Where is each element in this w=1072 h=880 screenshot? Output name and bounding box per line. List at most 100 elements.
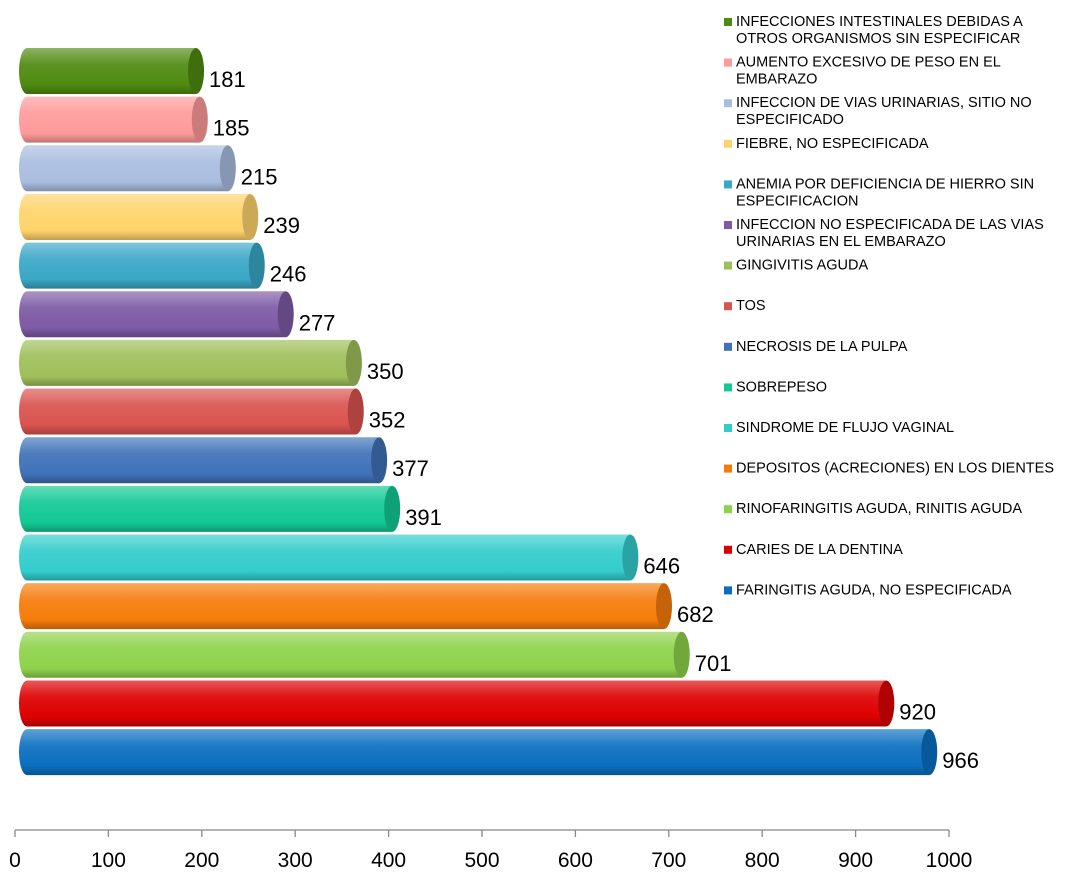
legend-swatch (724, 383, 732, 392)
bar (19, 193, 251, 240)
data-label: 682 (677, 602, 714, 627)
bar-group (19, 437, 388, 484)
legend-item: NECROSIS DE LA PULPA (724, 339, 908, 355)
legend-swatch (724, 464, 732, 473)
data-label: 920 (899, 699, 936, 724)
x-tick-label: 1000 (926, 849, 973, 872)
bar-end-cap (384, 485, 401, 532)
bar-group (19, 680, 895, 727)
legend-item: INFECCIONES INTESTINALES DEBIDAS A OTROS … (724, 14, 1023, 47)
legend-item: SOBREPESO (724, 379, 827, 395)
legend-label: SOBREPESO (736, 379, 827, 395)
data-label: 215 (241, 164, 278, 189)
bar-group (19, 534, 639, 581)
bar (19, 388, 356, 435)
bar (19, 145, 228, 192)
bar-group (19, 583, 672, 630)
legend-label: FIEBRE, NO ESPECIFICADA (736, 136, 929, 152)
legend-item: FARINGITIS AGUDA, NO ESPECIFICADA (724, 582, 1012, 598)
bar (19, 534, 631, 581)
bar-end-cap (277, 291, 294, 338)
data-label: 966 (942, 748, 979, 773)
x-tick-label: 300 (278, 849, 313, 872)
bar-end-cap (878, 680, 895, 727)
legend-item: AUMENTO EXCESIVO DE PESO EN EL EMBARAZO (724, 55, 1001, 88)
bar-end-cap (188, 48, 205, 94)
bar (19, 437, 380, 484)
legend-swatch (724, 261, 732, 270)
bar-end-cap (673, 631, 690, 678)
legend-item: TOS (724, 298, 766, 314)
bar-end-cap (242, 193, 259, 240)
data-label: 391 (405, 505, 442, 530)
legend-label: ANEMIA POR DEFICIENCIA DE HIERRO SIN ESPE… (736, 176, 1034, 209)
legend-swatch (724, 342, 732, 351)
x-tick-label: 100 (91, 849, 126, 872)
legend-item: FIEBRE, NO ESPECIFICADA (724, 136, 929, 152)
bar-end-cap (191, 96, 208, 143)
legend-swatch (724, 18, 732, 26)
x-axis: 0 100 200 300 400 500 600 700 800 900 1000 (9, 829, 973, 872)
x-tick-label: 200 (184, 849, 219, 872)
bar-group (19, 96, 208, 143)
data-label: 246 (270, 262, 307, 287)
data-label: 350 (367, 359, 404, 384)
legend-swatch (724, 424, 732, 432)
legend-swatch (724, 221, 732, 229)
data-label: 701 (695, 651, 732, 676)
bar-group (19, 631, 690, 678)
legend-item: CARIES DE LA DENTINA (724, 542, 903, 558)
bar (19, 729, 930, 776)
data-label: 239 (263, 213, 300, 238)
legend-swatch (724, 58, 732, 67)
legend-item: RINOFARINGITIS AGUDA, RINITIS AGUDA (724, 501, 1022, 517)
legend-item: DEPOSITOS (ACRECIONES) EN LOS DIENTES (724, 461, 1054, 477)
bar-group (19, 339, 362, 386)
legend-item: ANEMIA POR DEFICIENCIA DE HIERRO SIN ESPE… (724, 176, 1034, 209)
legend: INFECCIONES INTESTINALES DEBIDAS A OTROS … (724, 14, 1054, 598)
legend-label: INFECCION NO ESPECIFICADA DE LAS VIAS URI… (736, 217, 1044, 250)
data-label: 185 (213, 116, 250, 141)
data-labels-layer: 181 185 215 239 246 277 350 352 377 391 646 682 701 9… (209, 67, 979, 773)
bar-group (19, 145, 236, 192)
x-tick-label: 400 (371, 849, 406, 872)
bar-group (19, 48, 205, 94)
legend-label: NECROSIS DE LA PULPA (736, 339, 908, 355)
legend-label: INFECCION DE VIAS URINARIAS, SITIO NO ESP… (736, 95, 1032, 128)
x-tick-label: 0 (9, 849, 21, 872)
legend-label: AUMENTO EXCESIVO DE PESO EN EL EMBARAZO (736, 55, 1001, 88)
legend-item: INFECCION NO ESPECIFICADA DE LAS VIAS URI… (724, 217, 1044, 250)
bar-group (19, 193, 259, 240)
bar-end-cap (921, 729, 938, 776)
bar (19, 680, 887, 727)
bar (19, 339, 354, 386)
x-tick-label: 700 (651, 849, 686, 872)
legend-swatch (724, 302, 732, 311)
legend-label: INFECCIONES INTESTINALES DEBIDAS A OTROS … (736, 14, 1023, 47)
bar-end-cap (347, 388, 364, 435)
legend-swatch (724, 139, 732, 148)
bar-group (19, 242, 265, 289)
legend-swatch (724, 586, 732, 595)
bar (19, 96, 200, 143)
bar (19, 48, 197, 94)
bar-group (19, 388, 364, 435)
bar (19, 242, 257, 289)
x-tick-label: 600 (558, 849, 593, 872)
legend-label: SINDROME DE FLUJO VAGINAL (736, 420, 954, 436)
legend-label: FARINGITIS AGUDA, NO ESPECIFICADA (736, 582, 1012, 598)
data-label: 646 (643, 554, 680, 579)
data-label: 352 (369, 408, 406, 433)
legend-item: SINDROME DE FLUJO VAGINAL (724, 420, 954, 436)
bar-end-cap (655, 583, 672, 630)
legend-swatch (724, 545, 732, 554)
legend-item: INFECCION DE VIAS URINARIAS, SITIO NO ESP… (724, 95, 1032, 128)
bar-group (19, 485, 401, 532)
bar (19, 631, 682, 678)
x-tick-label: 900 (838, 849, 873, 872)
legend-swatch (724, 99, 732, 108)
bars-layer (19, 48, 938, 776)
legend-label: DEPOSITOS (ACRECIONES) EN LOS DIENTES (736, 461, 1054, 477)
